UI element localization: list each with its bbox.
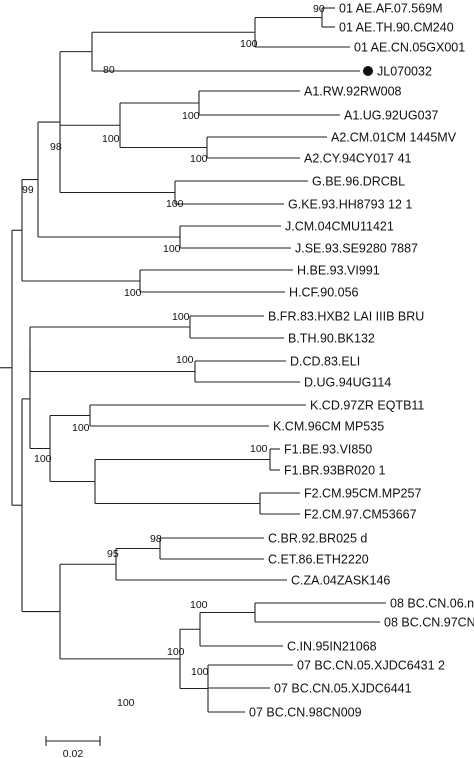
taxon-label: D.CD.83.ELI [290,355,360,369]
bootstrap-value: 100 [167,646,185,658]
taxon-label: A2.CY.94CY017 41 [304,152,412,166]
bootstrap-value: 100 [166,198,184,210]
scale-bar-label: 0.02 [63,748,84,758]
bootstrap-value: 100 [176,354,194,366]
bootstrap-value: 98 [50,141,62,153]
taxon-label: C.ET.86.ETH2220 [268,553,369,567]
bootstrap-value: 100 [163,243,181,255]
taxon-label: G.KE.93.HH8793 12 1 [288,198,412,212]
taxon-label: H.BE.93.VI991 [297,264,380,278]
bootstrap-value: 100 [240,38,258,50]
bootstrap-value: 100 [117,697,135,709]
bootstrap-value: 100 [190,599,208,611]
taxon-label: G.BE.96.DRCBL [312,175,405,189]
taxon-label: 01 AE.AF.07.569M [339,2,443,16]
bootstrap-value: 95 [107,548,119,560]
bootstrap-value: 100 [250,443,268,455]
taxon-label: JL070032 [377,65,432,79]
taxon-label: A1.RW.92RW008 [304,85,402,99]
bootstrap-value: 100 [124,287,142,299]
taxon-label: F1.BR.93BR020 1 [284,464,385,478]
taxon-labels: 01 AE.AF.07.569M 01 AE.TH.90.CM240 01 AE.C… [249,2,474,720]
bootstrap-value: 90 [313,3,325,15]
scale-bar: 0.02 [45,736,101,758]
taxon-label: C.BR.92.BR025 d [268,532,367,546]
bootstrap-value: 100 [34,453,52,465]
bootstrap-value: 100 [190,153,208,165]
taxon-label: A1.UG.92UG037 [344,109,439,123]
taxon-label: 07 BC.CN.05.XJDC6431 2 [297,659,445,673]
taxon-label: H.CF.90.056 [289,286,359,300]
highlight-marker [363,66,373,76]
bootstrap-value: 99 [22,184,34,196]
taxon-label: 08 BC.CN.06.nx2 [390,597,474,611]
taxon-label: K.CD.97ZR EQTB11 [310,399,424,413]
taxon-label: F2.CM.95CM.MP257 [304,487,421,501]
bootstrap-value: 98 [150,533,162,545]
taxon-label: F2.CM.97.CM53667 [304,508,417,522]
taxon-label: 08 BC.CN.97CNGX 6F [384,616,474,630]
taxon-label: 01 AE.TH.90.CM240 [339,21,454,35]
tree-branches [0,7,386,713]
bootstrap-values: 90 100 80 100 100 100 100 98 100 100 99 100 100 100 10… [22,3,325,709]
taxon-label: J.SE.93.SE9280 7887 [295,242,418,256]
taxon-label: B.TH.90.BK132 [288,332,375,346]
taxon-label: 01 AE.CN.05GX001 [354,41,465,55]
bootstrap-value: 100 [182,110,200,122]
taxon-label: 07 BC.CN.98CN009 [249,706,362,720]
taxon-label: B.FR.83.HXB2 LAI IIIB BRU [268,310,424,324]
bootstrap-value: 100 [172,311,190,323]
taxon-label: F1.BE.93.VI850 [284,443,372,457]
taxon-label: C.ZA.04ZASK146 [291,574,390,588]
taxon-label: A2.CM.01CM 1445MV [331,131,457,145]
bootstrap-value: 100 [72,422,90,434]
bootstrap-value: 80 [103,64,115,76]
bootstrap-value: 100 [102,133,120,145]
taxon-label: 07 BC.CN.05.XJDC6441 [274,682,412,696]
taxon-label: C.IN.95IN21068 [287,640,377,654]
taxon-label: D.UG.94UG114 [304,376,391,390]
taxon-label: K.CM.96CM MP535 [273,420,384,434]
taxon-label: J.CM.04CMU11421 [285,220,394,234]
bootstrap-value: 100 [191,666,209,678]
